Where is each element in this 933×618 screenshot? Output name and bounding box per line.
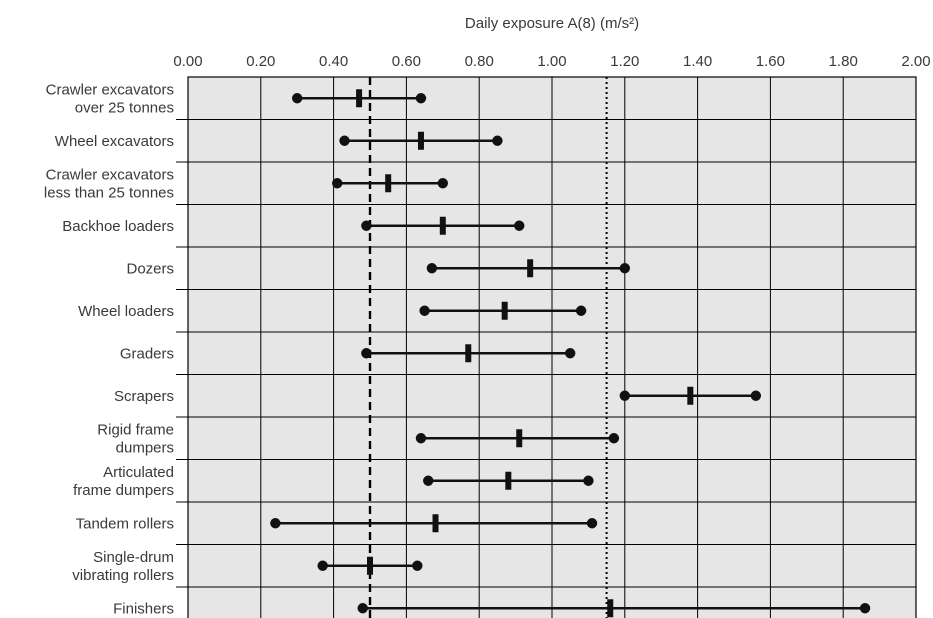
- typical-marker: [465, 344, 472, 363]
- category-label: Crawler excavators: [46, 166, 174, 183]
- x-tick-label: 1.00: [537, 53, 566, 70]
- typical-marker: [417, 131, 424, 150]
- category-label: frame dumpers: [73, 482, 174, 499]
- category-label: Crawler excavators: [46, 81, 174, 98]
- typical-marker: [516, 429, 523, 448]
- x-tick-label: 0.80: [465, 53, 494, 70]
- typical-marker: [505, 471, 512, 490]
- category-label: less than 25 tonnes: [44, 184, 174, 201]
- min-point: [426, 263, 438, 274]
- max-point: [565, 348, 576, 359]
- min-point: [317, 560, 328, 571]
- category-label: Wheel loaders: [78, 303, 174, 320]
- x-axis-title: Daily exposure A(8) (m/s²): [465, 15, 639, 32]
- max-point: [859, 603, 871, 614]
- min-point: [415, 433, 427, 444]
- max-point: [437, 178, 448, 189]
- max-point: [514, 220, 525, 231]
- min-point: [332, 178, 343, 189]
- category-label: dumpers: [116, 439, 174, 456]
- max-point: [608, 433, 620, 444]
- category-label: Single-drum: [93, 549, 174, 566]
- typical-marker: [687, 386, 694, 405]
- typical-marker: [356, 89, 363, 108]
- category-label: Dozers: [126, 260, 174, 277]
- category-label: Articulated: [103, 464, 174, 481]
- category-label: Scrapers: [114, 388, 174, 405]
- x-tick-label: 2.00: [901, 53, 930, 70]
- x-tick-label: 0.00: [173, 53, 202, 70]
- max-point: [619, 263, 630, 274]
- category-label: Wheel excavators: [55, 133, 174, 150]
- max-point: [583, 475, 594, 486]
- x-tick-label: 0.20: [246, 53, 275, 70]
- category-label: Tandem rollers: [76, 515, 174, 532]
- min-point: [361, 348, 372, 359]
- min-point: [339, 135, 350, 146]
- max-point: [415, 93, 427, 104]
- min-point: [270, 518, 281, 529]
- max-point: [412, 560, 423, 571]
- min-point: [619, 390, 630, 401]
- x-tick-label: 0.40: [319, 53, 348, 70]
- max-point: [575, 305, 587, 316]
- category-label: Backhoe loaders: [62, 218, 174, 235]
- max-point: [750, 390, 762, 401]
- category-label: over 25 tonnes: [75, 99, 174, 116]
- min-point: [423, 475, 434, 486]
- typical-marker: [367, 556, 373, 575]
- typical-marker: [432, 514, 439, 533]
- category-label: Graders: [120, 345, 174, 362]
- min-point: [357, 603, 368, 614]
- x-tick-label: 1.80: [829, 53, 858, 70]
- typical-marker: [385, 174, 392, 193]
- category-label: Rigid frame: [97, 421, 174, 438]
- x-tick-label: 0.60: [392, 53, 421, 70]
- category-label: vibrating rollers: [72, 567, 174, 584]
- x-tick-label: 1.60: [756, 53, 785, 70]
- min-point: [292, 93, 303, 104]
- max-point: [492, 135, 503, 146]
- x-tick-label: 1.40: [683, 53, 712, 70]
- min-point: [419, 305, 430, 316]
- category-label: Finishers: [113, 600, 174, 617]
- max-point: [586, 518, 598, 529]
- x-tick-label: 1.20: [610, 53, 639, 70]
- min-point: [361, 220, 372, 231]
- typical-marker: [501, 301, 508, 320]
- typical-marker: [439, 216, 446, 235]
- typical-marker: [607, 599, 614, 618]
- typical-marker: [527, 259, 534, 278]
